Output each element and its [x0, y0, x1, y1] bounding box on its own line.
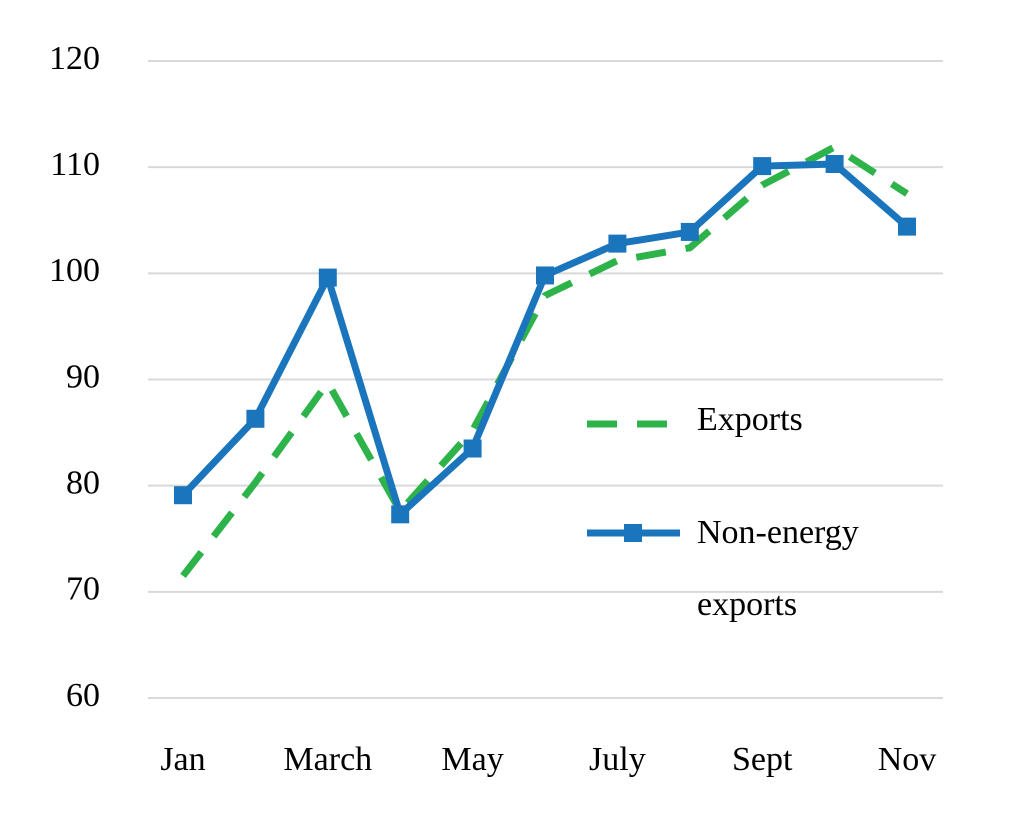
point-marker	[391, 505, 410, 524]
point-marker	[463, 439, 482, 458]
x-tick-label: May	[441, 741, 503, 778]
point-marker	[174, 486, 192, 505]
point-marker	[536, 266, 554, 285]
point-marker	[898, 217, 916, 236]
point-marker	[608, 234, 627, 253]
point-marker	[825, 154, 844, 173]
x-tick-label: Sept	[732, 741, 793, 778]
point-marker	[753, 157, 772, 176]
legend-label: Exports	[697, 401, 803, 438]
x-tick-label: July	[589, 741, 646, 778]
point-marker	[680, 222, 699, 241]
x-tick-label: Jan	[160, 741, 205, 778]
point-marker	[318, 268, 337, 287]
x-tick-label: March	[283, 741, 372, 778]
y-tick-label: 110	[50, 146, 100, 183]
legend-label: Non-energy exports	[697, 514, 859, 623]
y-tick-label: 100	[49, 252, 100, 289]
y-tick-label: 80	[66, 464, 100, 501]
series-line	[180, 160, 910, 518]
y-tick-label: 70	[66, 571, 100, 608]
y-tick-label: 90	[66, 358, 100, 395]
point-marker	[246, 409, 265, 428]
y-tick-label: 60	[66, 677, 100, 714]
series-line	[180, 143, 909, 579]
legend-marker	[624, 524, 642, 542]
x-tick-label: Nov	[878, 741, 937, 778]
y-tick-label: 120	[49, 40, 100, 77]
